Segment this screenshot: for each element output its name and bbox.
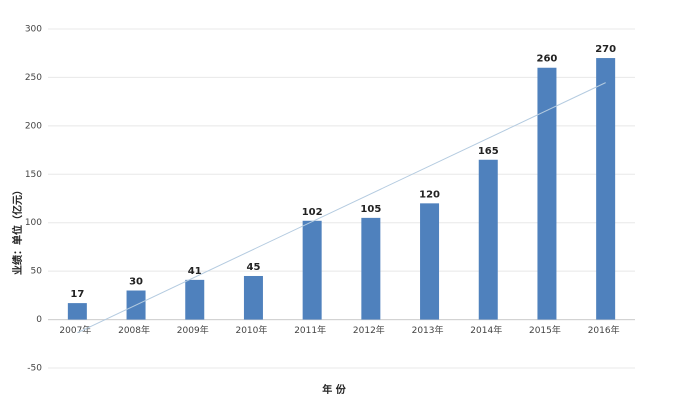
value-label: 120	[419, 189, 440, 200]
x-tick-label: 2010年	[235, 324, 267, 336]
value-label: 41	[188, 266, 202, 277]
x-tick-label: 2014年	[470, 324, 502, 336]
value-label: 260	[537, 54, 558, 65]
bar	[537, 67, 557, 320]
value-label: 165	[478, 146, 499, 157]
y-tick-label: 300	[25, 25, 42, 35]
x-tick-label: 2015年	[529, 324, 561, 336]
bar	[596, 58, 616, 320]
bar	[243, 275, 263, 320]
value-label: 45	[246, 262, 260, 273]
value-label: 17	[70, 289, 84, 300]
bar	[185, 279, 205, 320]
bar	[302, 220, 322, 320]
y-tick-label: -50	[27, 364, 42, 374]
bar	[478, 159, 498, 320]
x-axis-label: 年 份	[322, 383, 346, 396]
x-tick-label: 2016年	[588, 324, 620, 336]
y-axis-label: 业绩：单位（亿元）	[11, 185, 24, 275]
x-tick-label: 2013年	[412, 324, 444, 336]
y-tick-label: 100	[25, 218, 42, 228]
x-tick-label: 2012年	[353, 324, 385, 336]
value-label: 105	[360, 204, 381, 215]
x-tick-label: 2008年	[118, 324, 150, 336]
y-tick-label: 150	[25, 170, 42, 180]
bar	[361, 217, 381, 320]
x-tick-label: 2007年	[59, 324, 91, 336]
trendline	[77, 82, 606, 334]
y-tick-label: 200	[25, 121, 42, 131]
y-tick-label: 250	[25, 73, 42, 83]
value-label: 102	[302, 207, 323, 218]
y-tick-label: 50	[31, 267, 43, 277]
bar	[67, 303, 87, 320]
x-tick-label: 2011年	[294, 324, 326, 336]
value-label: 30	[129, 277, 143, 288]
y-tick-label: 0	[36, 315, 42, 325]
x-tick-label: 2009年	[177, 324, 209, 336]
bar	[420, 203, 440, 320]
value-label: 270	[595, 44, 616, 55]
